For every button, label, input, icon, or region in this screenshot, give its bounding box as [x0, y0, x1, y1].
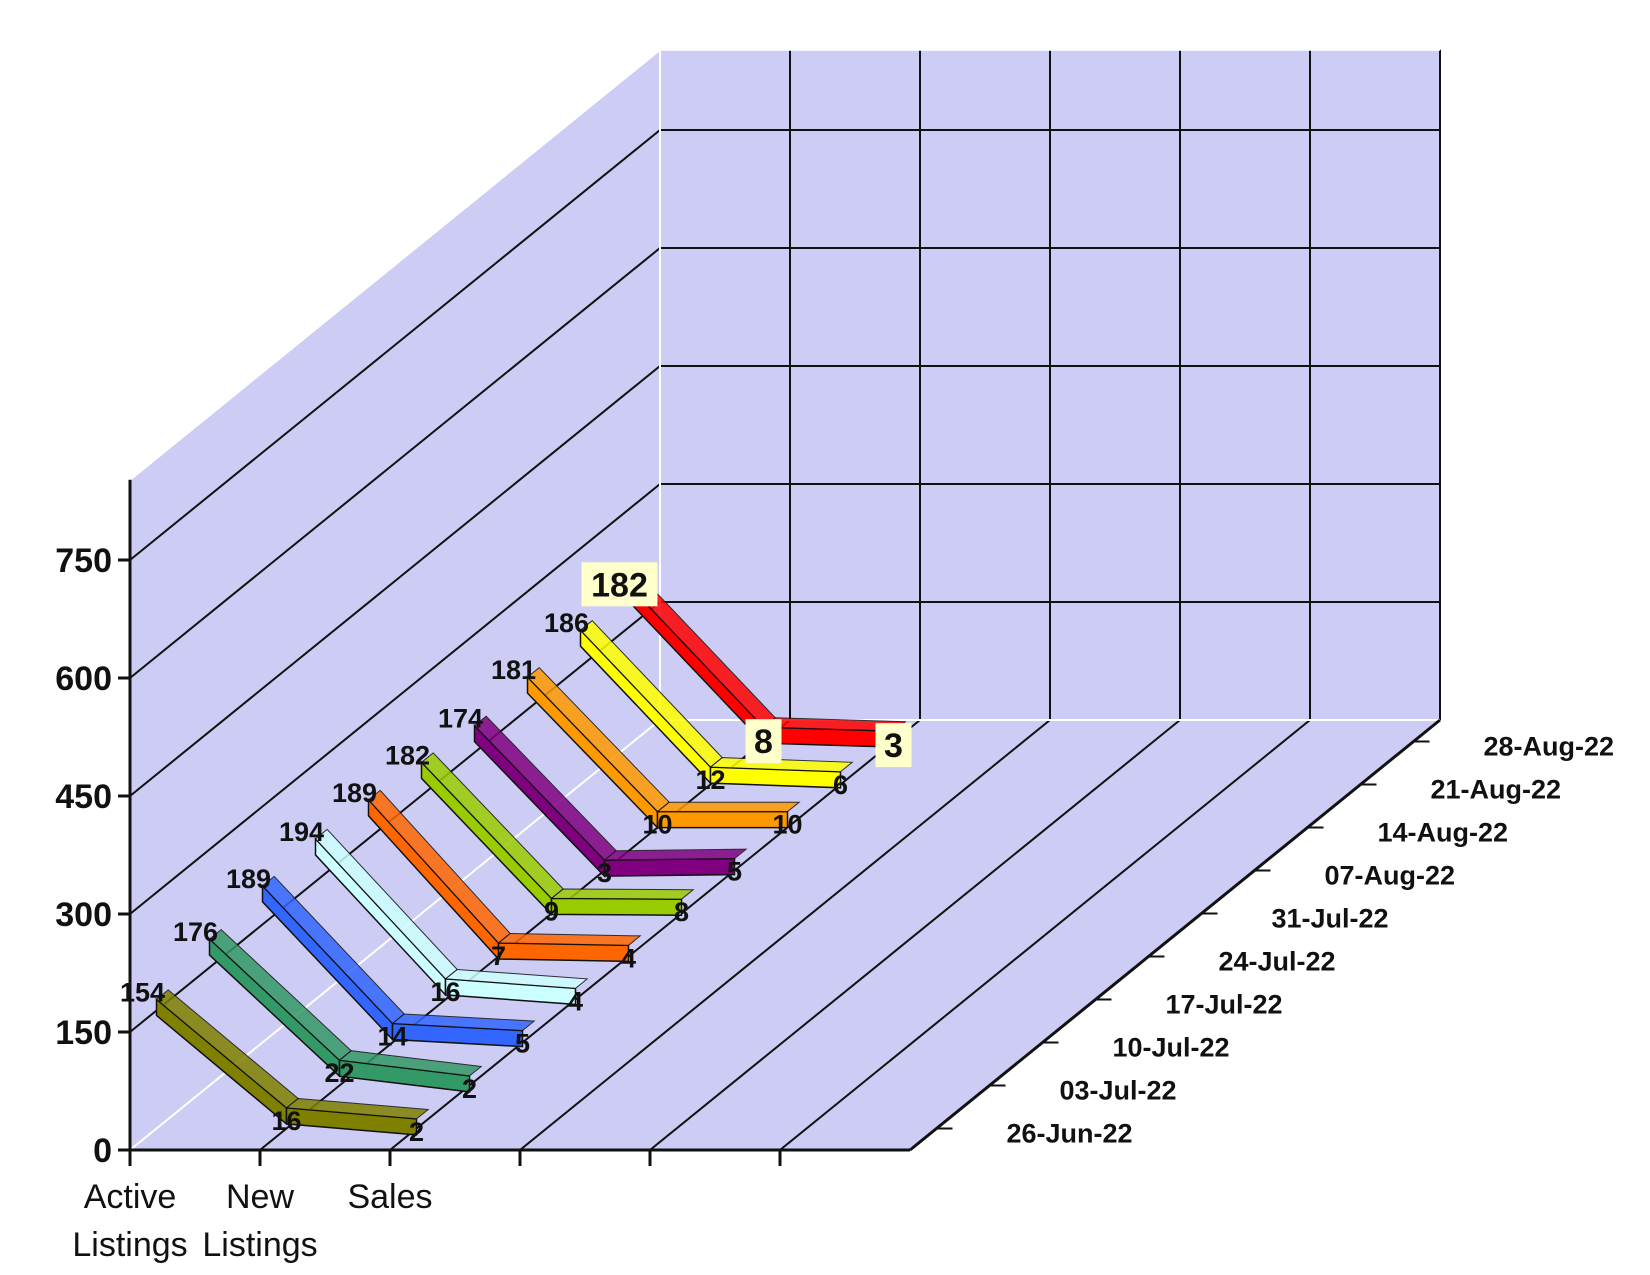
data-label-box [875, 723, 912, 768]
data-label: 4 [568, 986, 583, 1016]
data-label: 176 [173, 917, 218, 947]
data-label: 8 [674, 897, 689, 927]
series-label: 10-Jul-22 [1113, 1033, 1230, 1063]
series-ribbon-top [656, 801, 801, 813]
side-wall [130, 49, 660, 1150]
data-label-box [745, 719, 782, 764]
data-label: 14 [377, 1021, 407, 1051]
y-tick-label: 300 [55, 896, 112, 934]
series-ribbon [550, 897, 683, 916]
data-label: 10 [772, 810, 802, 840]
data-label: 186 [544, 608, 589, 638]
y-tick-label: 600 [55, 660, 112, 698]
data-label: 5 [515, 1029, 530, 1059]
data-label: 194 [279, 817, 324, 847]
series-label: 03-Jul-22 [1060, 1076, 1177, 1106]
series-ribbon-top [285, 1097, 430, 1120]
data-label: 154 [120, 977, 165, 1007]
series-label: 07-Aug-22 [1325, 861, 1456, 891]
series-label: 14-Aug-22 [1378, 818, 1509, 848]
data-label: 7 [491, 941, 506, 971]
data-label: 3 [884, 727, 903, 765]
y-tick-label: 450 [55, 778, 112, 816]
gridline-depth [389, 719, 921, 1151]
x-tick-label: New Listings [202, 1178, 317, 1264]
series-ribbon-top [391, 1013, 536, 1032]
series-label: 28-Aug-22 [1484, 732, 1615, 762]
data-label: 182 [385, 740, 430, 770]
data-label: 8 [754, 723, 773, 761]
data-label: 189 [332, 778, 377, 808]
data-label: 22 [324, 1058, 354, 1088]
data-label-box [581, 562, 658, 607]
data-label: 6 [833, 770, 848, 800]
data-label: 2 [409, 1117, 424, 1147]
series-label: 17-Jul-22 [1166, 990, 1283, 1020]
data-label: 4 [621, 943, 636, 973]
data-label: 5 [727, 857, 742, 887]
series-label: 31-Jul-22 [1272, 904, 1389, 934]
series-ribbon [603, 857, 736, 877]
series-ribbon-top [550, 888, 695, 900]
gridline-depth [649, 719, 1181, 1151]
chart-series [155, 580, 907, 1136]
data-label: 174 [438, 704, 483, 734]
series-ribbon-top [603, 848, 748, 861]
y-tick-label: 0 [93, 1132, 112, 1170]
data-label: 3 [597, 858, 612, 888]
data-label: 10 [642, 810, 672, 840]
chart-walls [130, 49, 1440, 1150]
depth-axis-line [909, 718, 1441, 1152]
data-label: 12 [695, 765, 725, 795]
gridline-depth [519, 719, 1051, 1151]
series-ribbon [497, 942, 630, 963]
data-label: 189 [226, 864, 271, 894]
data-label: 181 [491, 655, 536, 685]
data-label: 16 [271, 1106, 301, 1136]
gridline-depth [779, 719, 1311, 1151]
data-label: 2 [462, 1074, 477, 1104]
x-tick-label: Active Listings [72, 1178, 187, 1264]
x-tick-label: Sales [347, 1178, 432, 1216]
series-label: 21-Aug-22 [1431, 775, 1562, 805]
y-tick-label: 150 [55, 1014, 112, 1052]
data-label: 182 [591, 566, 648, 604]
series-label: 24-Jul-22 [1219, 947, 1336, 977]
chart-axes [118, 479, 1441, 1166]
series-ribbon-top [338, 1050, 483, 1077]
series-ribbon-top [444, 968, 589, 989]
series-label: 26-Jun-22 [1007, 1119, 1133, 1149]
series-ribbon [656, 810, 789, 829]
data-label: 9 [544, 896, 559, 926]
data-label: 16 [430, 977, 460, 1007]
series-ribbon-top [497, 932, 642, 946]
y-tick-label: 750 [55, 542, 112, 580]
